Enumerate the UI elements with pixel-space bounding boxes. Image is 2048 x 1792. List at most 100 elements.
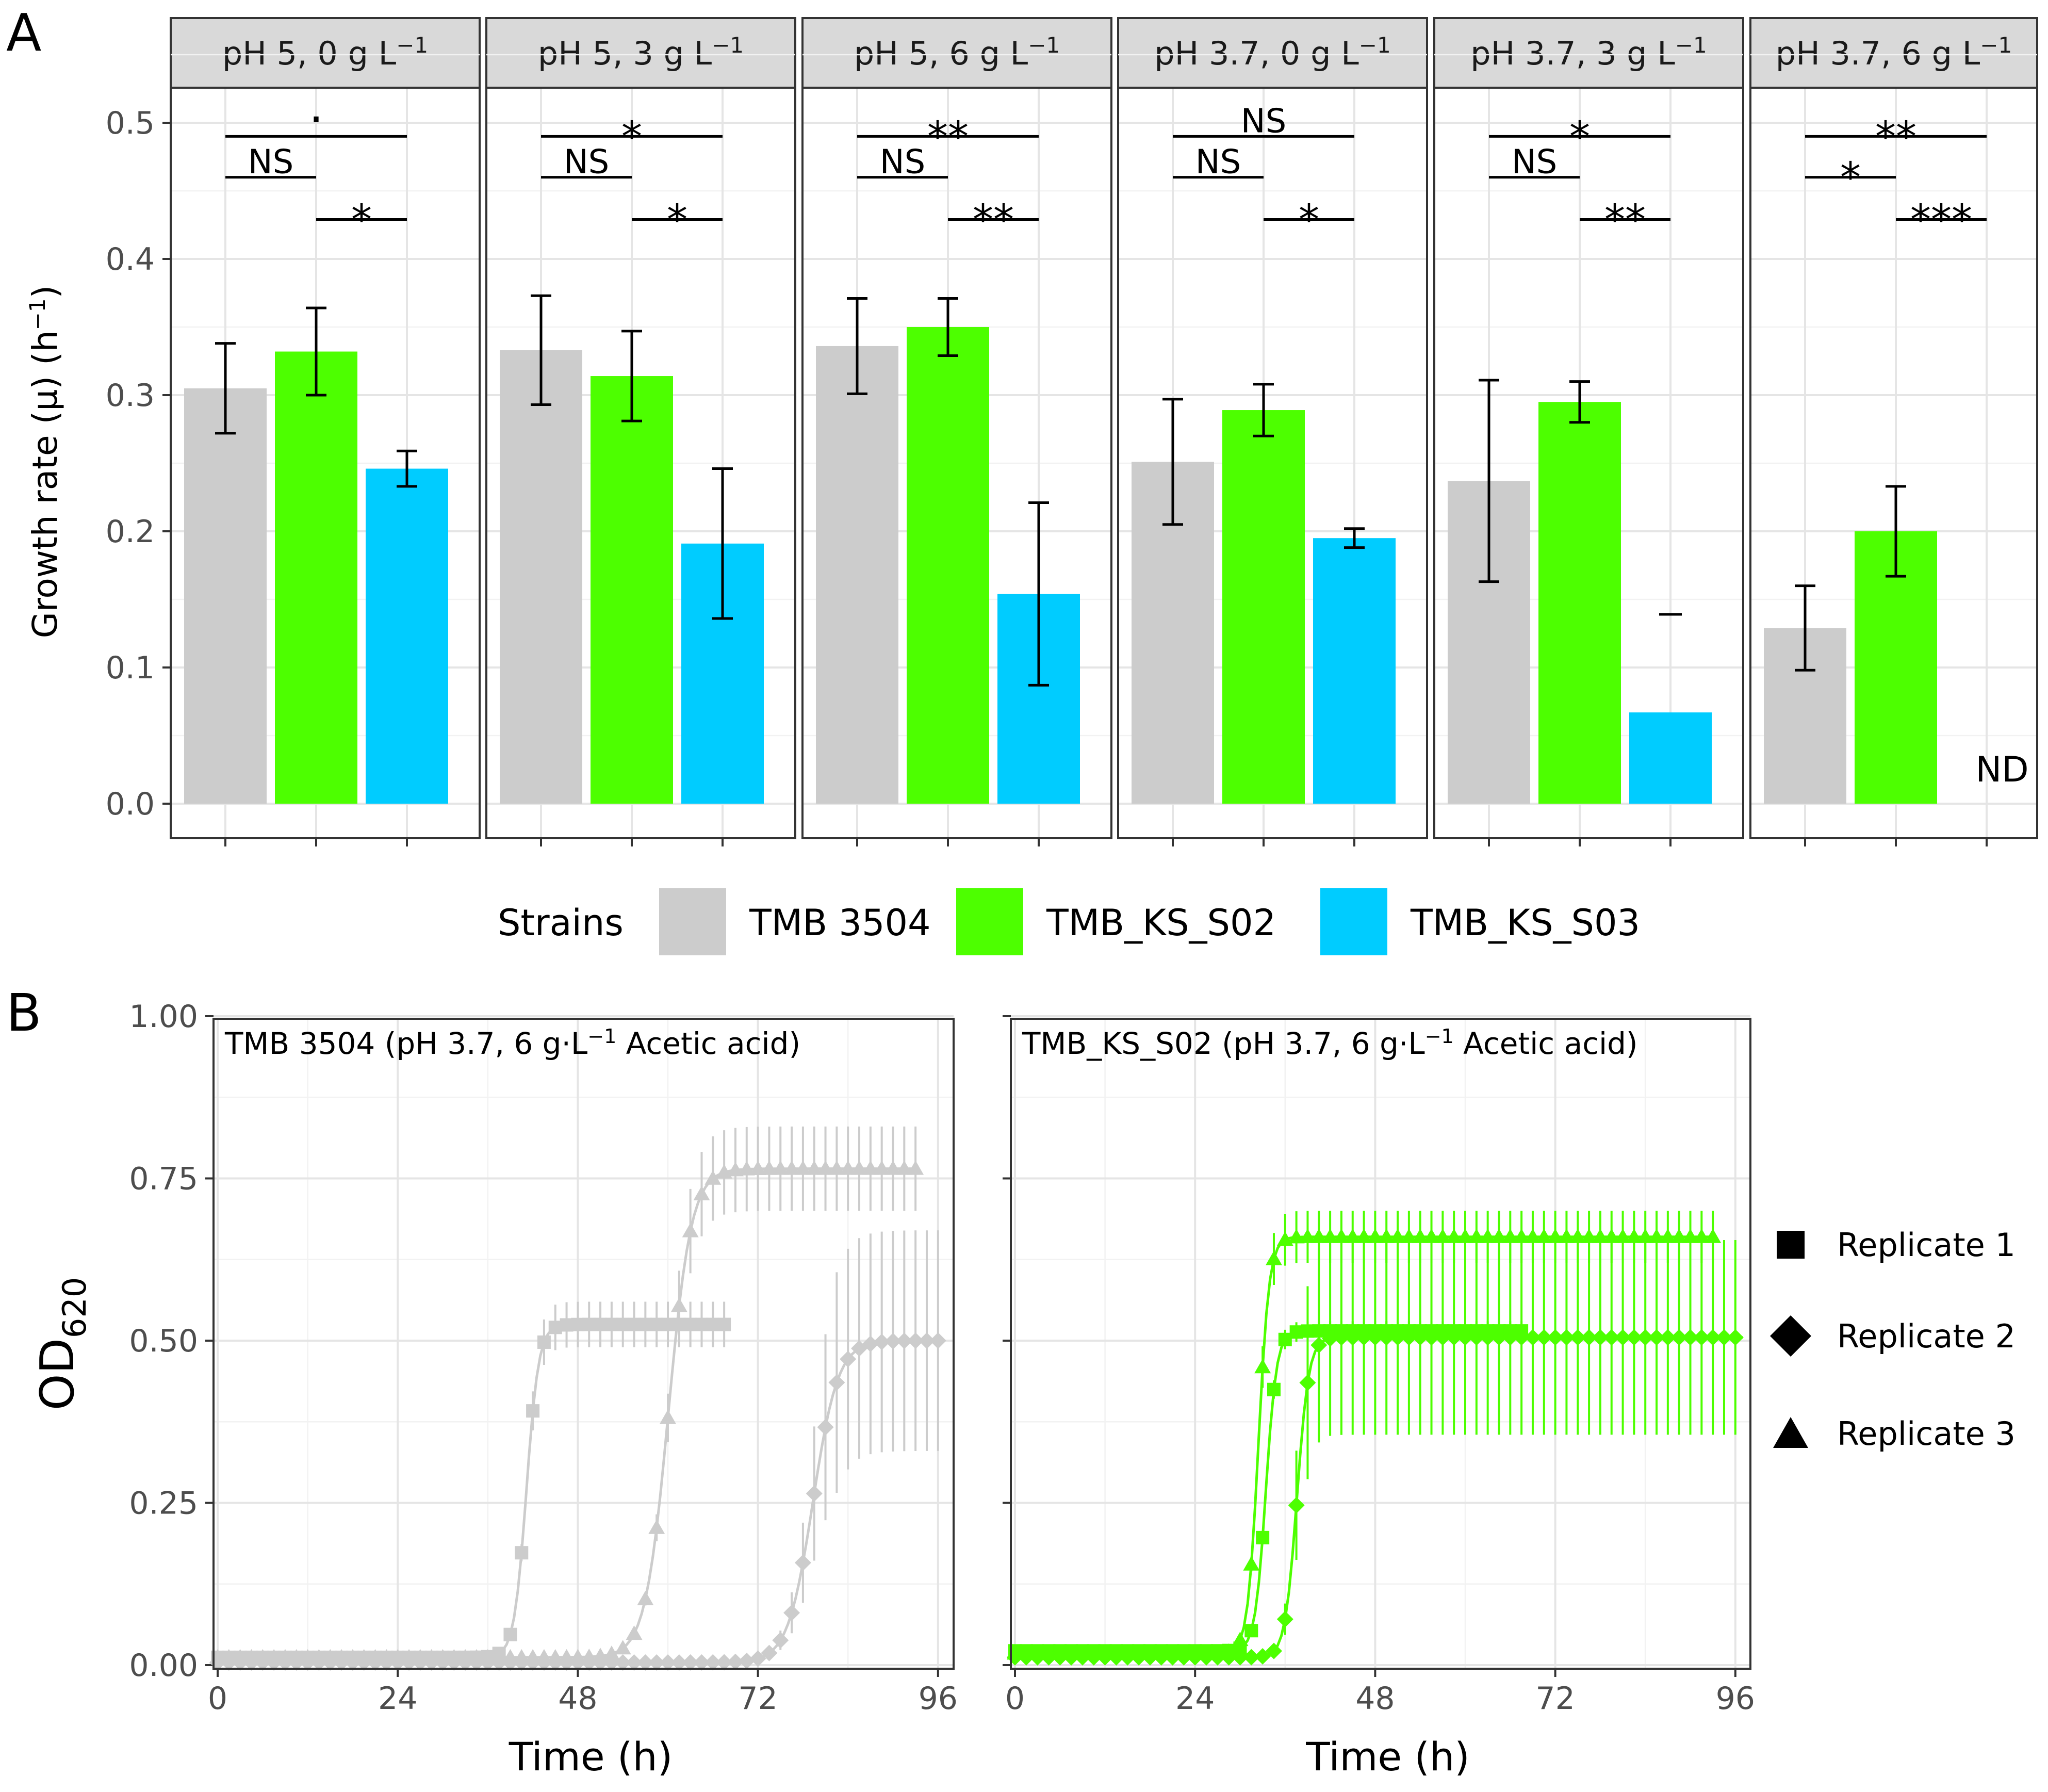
data-point-diamond — [783, 1604, 800, 1621]
legend-replicate-label: Replicate 3 — [1837, 1415, 2016, 1453]
data-point-diamond — [716, 1654, 733, 1671]
data-point-triangle — [637, 1590, 654, 1605]
data-point-diamond — [817, 1419, 834, 1436]
data-point-triangle — [862, 1160, 879, 1175]
data-point-triangle — [1434, 1228, 1451, 1243]
facet-background — [214, 1019, 954, 1669]
legend-swatch-TMB-3504 — [659, 888, 726, 955]
bar-TMB-3504 — [184, 388, 267, 804]
y-axis-title-b-main: OD — [30, 1338, 85, 1410]
data-point-triangle — [220, 1649, 237, 1664]
data-point-triangle — [1592, 1228, 1609, 1243]
data-point-square — [1256, 1530, 1270, 1544]
data-point-diamond — [1310, 1337, 1328, 1354]
data-point-diamond — [738, 1652, 755, 1669]
data-point-triangle — [276, 1649, 293, 1664]
data-point-triangle — [873, 1160, 890, 1175]
y-tick-label-a: 0.3 — [106, 378, 155, 414]
facet-title-b: TMB_KS_S02 (pH 3.7, 6 g·L−1 Acetic acid) — [1022, 1025, 1638, 1061]
data-point-diamond — [1288, 1497, 1305, 1514]
data-point-diamond — [873, 1333, 890, 1350]
data-point-diamond — [1727, 1329, 1744, 1346]
data-point-diamond — [1389, 1329, 1406, 1346]
data-point-diamond — [862, 1335, 879, 1353]
data-point-triangle — [1220, 1643, 1237, 1658]
data-point-triangle — [1096, 1645, 1113, 1660]
facet-title-b-sup: −1 — [1425, 1025, 1454, 1048]
data-point-diamond — [1457, 1329, 1473, 1346]
data-point-triangle — [1265, 1250, 1282, 1265]
significance-label: ** — [1875, 112, 1916, 160]
data-point-diamond — [1446, 1329, 1463, 1346]
data-point-diamond — [1614, 1329, 1631, 1346]
data-point-diamond — [1232, 1649, 1249, 1666]
significance-label: ** — [927, 112, 969, 160]
facet-strip-label-main: pH 5, 3 g L — [538, 35, 712, 72]
facet-strip-label-sup: −1 — [396, 32, 428, 58]
data-point-square — [582, 1317, 596, 1331]
significance-label: * — [1840, 154, 1861, 202]
facet-title-b-end: Acetic acid) — [1454, 1026, 1638, 1061]
facet-a-6: pH 3.7, 6 g L−1ND****** — [1749, 17, 2038, 846]
data-point-square — [594, 1317, 608, 1331]
data-point-triangle — [1074, 1645, 1091, 1660]
facet-title-b-main: TMB_KS_S02 (pH 3.7, 6 g·L — [1022, 1026, 1425, 1061]
data-point-square — [515, 1546, 529, 1560]
data-point-triangle — [344, 1649, 361, 1664]
data-point-triangle — [502, 1649, 519, 1664]
facet-strip-label: pH 5, 6 g L−1 — [854, 32, 1060, 72]
data-point-triangle — [648, 1519, 665, 1534]
y-tick-label-b: 1.00 — [129, 999, 198, 1035]
facet-title-b-main: TMB 3504 (pH 3.7, 6 g·L — [224, 1026, 587, 1061]
data-point-diamond — [1344, 1329, 1361, 1346]
data-point-square — [1278, 1332, 1292, 1346]
facet-strip-label-main: pH 3.7, 6 g L — [1776, 35, 1980, 72]
data-point-square — [1244, 1624, 1258, 1638]
data-point-triangle — [1085, 1645, 1102, 1660]
y-tick-label-a: 0.1 — [106, 650, 155, 686]
legend-replicate-label: Replicate 2 — [1837, 1317, 2016, 1355]
strain-legend: Strains TMB 3504 TMB_KS_S02 TMB_KS_S03 — [498, 888, 1640, 955]
facet-title-b: TMB 3504 (pH 3.7, 6 g·L−1 Acetic acid) — [224, 1025, 800, 1061]
y-tick-label-a: 0.4 — [106, 241, 155, 278]
data-point-triangle — [828, 1160, 845, 1175]
data-point-diamond — [1637, 1329, 1654, 1346]
data-point-diamond — [1276, 1610, 1293, 1627]
facet-border — [1433, 87, 1744, 839]
square-icon — [1777, 1231, 1805, 1259]
data-point-square — [537, 1335, 551, 1349]
data-point-triangle — [1018, 1645, 1035, 1660]
significance-label: NS — [1512, 143, 1558, 182]
y-tick-label-a: 0.5 — [106, 105, 155, 141]
facet-border — [485, 87, 796, 839]
data-point-diamond — [1299, 1374, 1316, 1391]
data-point-diamond — [749, 1650, 766, 1667]
data-point-diamond — [840, 1350, 857, 1367]
facet-border — [1117, 87, 1428, 839]
data-point-triangle — [817, 1160, 834, 1175]
legend-title: Strains — [498, 902, 624, 944]
data-point-triangle — [1479, 1228, 1496, 1243]
data-point-diamond — [1524, 1329, 1541, 1346]
data-point-triangle — [761, 1160, 778, 1175]
data-point-triangle — [727, 1162, 744, 1177]
data-point-triangle — [884, 1160, 902, 1175]
data-point-square — [604, 1317, 618, 1331]
data-point-diamond — [1513, 1329, 1530, 1346]
data-point-triangle — [288, 1649, 305, 1664]
data-point-diamond — [682, 1654, 699, 1671]
facet-strip — [1117, 17, 1428, 89]
x-tick-label-b: 72 — [1535, 1681, 1575, 1717]
panel-label-a: A — [6, 3, 41, 63]
facet-strip-label: pH 3.7, 0 g L−1 — [1154, 32, 1390, 72]
data-point-triangle — [772, 1160, 789, 1175]
data-point-triangle — [378, 1649, 395, 1664]
data-point-diamond — [1254, 1648, 1271, 1665]
data-point-triangle — [1243, 1556, 1260, 1571]
data-point-diamond — [1592, 1329, 1609, 1346]
x-tick-label-b: 0 — [208, 1681, 227, 1717]
data-point-triangle — [840, 1160, 857, 1175]
significance-label: ** — [973, 196, 1014, 243]
data-point-triangle — [401, 1649, 418, 1664]
data-point-triangle — [1603, 1228, 1620, 1243]
